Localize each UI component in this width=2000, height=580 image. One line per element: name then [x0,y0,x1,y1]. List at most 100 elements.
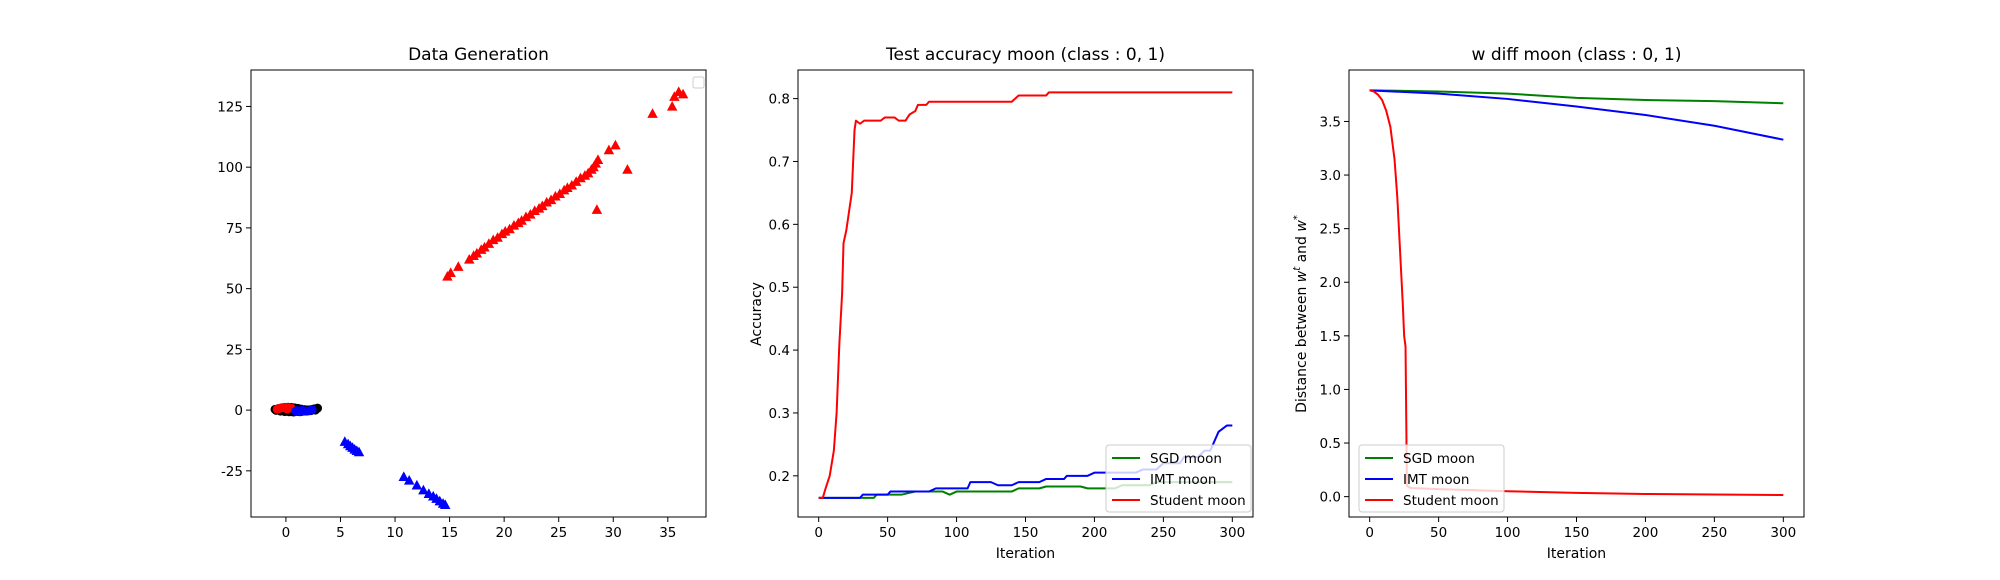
x-tick-label: 200 [1082,525,1108,541]
y-tick-label: 0.0 [1320,490,1341,506]
scatter-point [575,172,586,183]
x-tick-label: 300 [1219,525,1245,541]
y-axis-ticks: 0.0 0.5 1.0 1.5 2.0 2.5 3.0 3.5 [1320,114,1349,506]
y-tick-label: 3.0 [1320,168,1341,184]
y-axis-label: Distance between wt and w* [1292,215,1310,413]
x-axis-ticks: 0 50 100 150 200 250 300 [1365,517,1796,541]
scatter-point [669,91,680,101]
x-axis-label: Iteration [996,546,1055,562]
x-tick-label: 20 [496,525,513,541]
x-axis-label: Iteration [1547,546,1606,562]
x-tick-label: 25 [550,525,567,541]
series-line [1369,89,1784,141]
x-tick-label: 35 [659,525,676,541]
y-tick-label: 125 [217,99,243,115]
x-tick-label: 50 [1430,525,1447,541]
y-axis-ticks: 0.2 0.3 0.4 0.5 0.6 0.7 0.8 [769,92,798,485]
legend-label: IMT moon [1150,472,1216,488]
x-tick-label: 150 [1013,525,1039,541]
x-tick-label: 250 [1150,525,1176,541]
scatter-point [520,211,532,222]
y-tick-label: 50 [226,282,243,298]
legend: SGD moon IMT moon Student moon [1358,444,1505,513]
y-tick-label: 2.5 [1320,222,1341,238]
scatter-point [445,267,456,277]
series-line [818,91,1233,499]
x-tick-label: 100 [944,525,970,541]
y-axis-ticks: -25 0 25 50 75 100 125 [217,99,251,480]
y-tick-label: 25 [226,342,243,358]
scatter-point [603,144,615,155]
axes-frame [797,69,1254,518]
scatter-point [439,499,451,509]
x-tick-label: 250 [1701,525,1727,541]
scatter-point [610,139,621,150]
scatter-point [307,405,317,415]
y-axis-label: Accuracy [749,282,765,346]
test-accuracy-plot: Test accuracy moon (class : 0, 1) 0 50 100… [749,45,1254,562]
scatter-point [562,182,573,192]
scatter-point [353,446,365,457]
y-tick-label: 0.2 [769,469,790,485]
scatter-point [508,219,520,230]
empty-legend [692,76,705,89]
x-axis-ticks: 0 5 10 15 20 25 30 35 [282,517,676,541]
scatter-point [297,405,307,415]
y-tick-label: 1.0 [1320,382,1341,398]
data-generation-plot: Data Generation 0 5 10 15 20 25 30 35 -25 0 25 50 7… [217,45,707,541]
scatter-point [541,196,552,207]
scatter-point [453,261,464,271]
scatter-point [403,475,415,485]
axes-frame [1348,69,1805,518]
y-tick-label: 0.7 [769,154,790,170]
y-tick-label: 1.5 [1320,329,1341,345]
scatter-point [488,234,499,245]
series-line [1369,89,1784,105]
scatter-point [591,204,603,214]
series-line [1369,89,1784,497]
scatter-point [529,205,540,216]
x-tick-label: 0 [282,525,291,541]
y-tick-label: 0.8 [769,92,790,108]
scatter-point [500,226,511,236]
legend-label: Student moon [1150,493,1246,509]
x-tick-label: 50 [879,525,896,541]
y-tick-label: 0.4 [769,343,790,359]
scatter-point [666,100,678,111]
y-tick-label: -25 [221,464,243,480]
plot-title: Data Generation [408,45,549,65]
scatter-point [550,190,561,201]
x-tick-label: 100 [1495,525,1521,541]
x-tick-label: 300 [1770,525,1796,541]
scatter-point [677,88,689,99]
plot-title: w diff moon (class : 0, 1) [1472,45,1682,65]
y-tick-label: 0 [234,403,243,419]
legend: SGD moon IMT moon Student moon [1105,444,1252,513]
legend-box [1105,444,1252,513]
y-tick-label: 0.5 [769,280,790,296]
y-tick-label: 75 [226,221,243,237]
scatter-point [272,404,282,414]
x-tick-label: 150 [1564,525,1590,541]
y-tick-label: 0.3 [769,406,790,422]
y-tick-label: 2.0 [1320,275,1341,291]
plot-title: Test accuracy moon (class : 0, 1) [885,45,1165,65]
y-tick-label: 100 [217,160,243,176]
x-tick-label: 0 [814,525,823,541]
legend-label: SGD moon [1403,451,1475,467]
line-series [1369,89,1784,497]
scatter-point [411,479,423,490]
legend-box [1358,444,1505,513]
scatter-point [418,484,429,495]
y-tick-label: 0.6 [769,217,790,233]
x-tick-label: 10 [386,525,403,541]
y-tick-label: 0.5 [1320,436,1341,452]
x-tick-label: 30 [605,525,622,541]
scatter-point [647,108,658,118]
legend-label: SGD moon [1150,451,1222,467]
w-diff-plot: w diff moon (class : 0, 1) 0 50 100 150 200 2… [1292,45,1805,562]
legend-label: IMT moon [1403,472,1469,488]
x-tick-label: 0 [1365,525,1374,541]
